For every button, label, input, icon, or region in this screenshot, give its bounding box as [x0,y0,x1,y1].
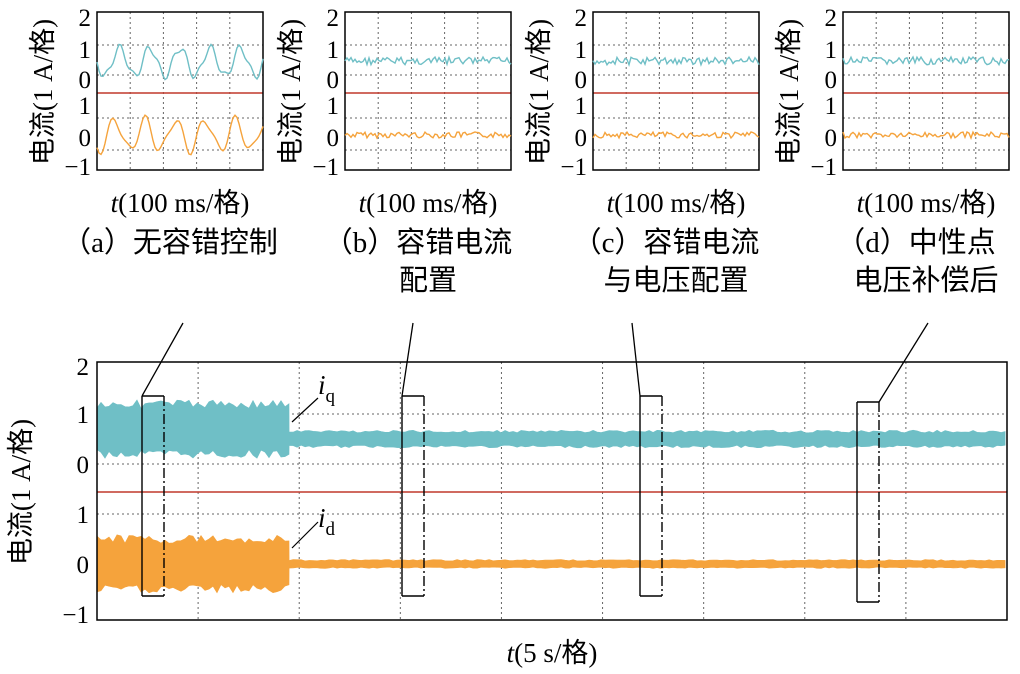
xlabel: t(100 ms/格) [607,188,746,218]
label-iq-subscript: q [326,386,336,407]
ytick-label: 0 [575,67,588,94]
caption-line: 与电压配置 [603,264,748,297]
caption-line: （c）容错电流 [573,226,760,259]
id-trace [842,130,1010,141]
ytick-label: 0 [77,452,90,479]
caption-line: （a）无容错控制 [62,226,278,259]
label-iq: iq [318,370,336,407]
zoom-bracket-3 [856,401,879,603]
xlabel-unit: (100 ms/格) [118,188,249,218]
ytick-label: 1 [79,37,92,64]
main-frame [96,361,1008,621]
id-trace [592,130,760,140]
label-iq-leader [291,397,319,423]
xlabel-var: t [359,188,368,218]
ytick-label: 2 [77,354,90,381]
xlabel: t(100 ms/格) [359,188,498,218]
ytick-label: 1 [79,93,92,120]
ytick-label: −1 [64,154,91,181]
caption-line: 电压补偿后 [853,264,998,297]
ytick-label: 0 [825,67,838,94]
label-id-leader [291,521,319,549]
panel-frame [592,11,760,171]
id-trace [96,114,264,156]
panel-frame [96,11,264,171]
ytick-label: 1 [327,93,340,120]
zoom-connector-3 [878,322,929,403]
ytick-label: 0 [79,125,92,152]
ytick-label: 0 [77,552,90,579]
ytick-label: 0 [825,125,838,152]
ytick-label: −1 [810,154,837,181]
ytick-label: −1 [560,154,587,181]
ytick-label: 1 [825,93,838,120]
zoom-connector-1 [401,322,414,397]
ylabel: 电流(1 A/格) [276,19,306,165]
label-id: id [318,503,336,540]
ytick-label: 1 [77,502,90,529]
ytick-label: 0 [327,67,340,94]
xlabel-var: t [507,638,516,668]
zoom-bracket-0 [141,395,164,597]
ytick-label: 0 [327,125,340,152]
xlabel-unit: (5 s/格) [514,638,597,668]
xlabel: t(5 s/格) [507,638,598,668]
label-id-symbol: i [318,503,326,533]
ytick-label: 2 [825,5,838,32]
zoom-bracket-1 [401,395,424,597]
ytick-label: −1 [62,602,89,629]
ylabel: 电流(1 A/格) [6,419,36,565]
ytick-label: 2 [575,5,588,32]
ytick-label: −1 [312,154,339,181]
ytick-label: 0 [575,125,588,152]
iq-trace [96,43,264,81]
ytick-label: 1 [575,93,588,120]
xlabel-var: t [607,188,616,218]
zoom-bracket-2 [639,395,662,597]
xlabel: t(100 ms/格) [111,188,250,218]
xlabel: t(100 ms/格) [857,188,996,218]
ytick-label: 2 [79,5,92,32]
caption-line: （b）容错电流 [324,226,513,259]
ytick-label: 1 [77,402,90,429]
caption-line: （d）中性点 [836,226,996,259]
xlabel-unit: (100 ms/格) [614,188,745,218]
xlabel-unit: (100 ms/格) [366,188,497,218]
zoom-connector-0 [141,322,184,397]
ytick-label: 2 [327,5,340,32]
zoom-connector-2 [631,322,641,397]
id-trace [344,130,512,140]
label-id-subscript: d [326,519,336,540]
ytick-label: 1 [575,37,588,64]
iq-trace [592,55,760,67]
panel-frame [344,11,512,171]
xlabel-var: t [111,188,120,218]
caption-line: 配置 [399,265,457,297]
xlabel-var: t [857,188,866,218]
ytick-label: 0 [79,67,92,94]
iq-trace [344,54,512,67]
ylabel: 电流(1 A/格) [774,19,804,165]
iq-trace [842,55,1010,67]
connectors [141,322,929,603]
id-band [96,534,1006,594]
label-iq-symbol: i [318,370,326,400]
ytick-label: 1 [327,37,340,64]
ytick-label: 1 [825,37,838,64]
xlabel-unit: (100 ms/格) [864,188,995,218]
ylabel: 电流(1 A/格) [28,19,58,165]
iq-band [96,399,1006,459]
ylabel: 电流(1 A/格) [524,19,554,165]
panel-frame [842,11,1010,171]
